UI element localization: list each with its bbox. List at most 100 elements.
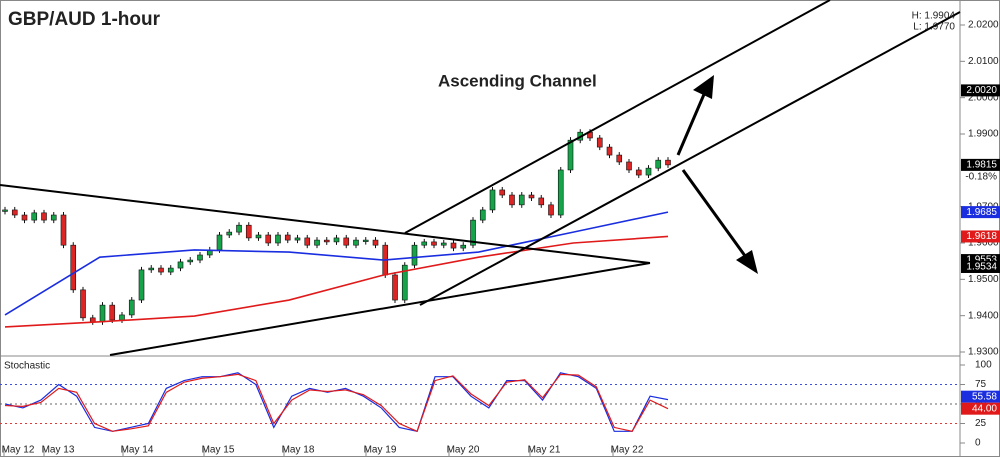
- candle: [460, 244, 467, 249]
- candle: [353, 239, 359, 246]
- candle: [518, 194, 525, 206]
- candle: [645, 167, 652, 176]
- y-tick-label: 1.9300: [968, 347, 999, 358]
- candle: [665, 159, 671, 166]
- candle: [528, 194, 535, 199]
- annotation: Ascending Channel: [438, 71, 597, 90]
- candle: [294, 237, 301, 241]
- price-tag-label: 1.9685: [966, 207, 997, 218]
- price-tag: [961, 230, 1000, 243]
- x-tick-label: May 14: [121, 445, 154, 456]
- price-tag: [961, 206, 1000, 219]
- x-tick-label: May 12: [2, 445, 35, 456]
- candle: [567, 139, 574, 171]
- candle: [197, 254, 203, 261]
- y-tick-label: 2.0000: [968, 92, 999, 103]
- candle: [596, 137, 603, 148]
- candle: [275, 234, 281, 244]
- arrow-down-head: [736, 250, 758, 274]
- candle: [216, 234, 223, 251]
- price-tag: [961, 260, 1000, 273]
- candle: [538, 197, 545, 206]
- candle: [411, 244, 418, 266]
- plot: [0, 129, 960, 433]
- price-tag-label: 2.0020: [966, 85, 997, 96]
- y-tick-label: 75: [975, 379, 987, 390]
- y-tick-label: 1.9500: [968, 274, 999, 285]
- x-tick-label: May 20: [447, 445, 480, 456]
- candle: [626, 161, 632, 171]
- price-tag-label: 1.9553: [966, 255, 997, 266]
- candle: [60, 214, 67, 246]
- moving-average: [4, 211, 669, 316]
- candle: [138, 269, 145, 301]
- candle: [119, 314, 125, 321]
- candle: [431, 241, 437, 246]
- candle: [255, 234, 262, 239]
- candle: [158, 267, 164, 273]
- value-tag: [961, 402, 1000, 415]
- x-tick-label: May 18: [282, 445, 315, 456]
- value-tag-label: 55.58: [972, 391, 997, 402]
- candle: [314, 239, 320, 246]
- price-tag-label: 1.9618: [966, 231, 997, 242]
- candle: [128, 299, 135, 316]
- candle: [392, 274, 398, 301]
- candle: [333, 237, 340, 243]
- candle: [499, 189, 506, 196]
- price-tag: [961, 84, 1000, 97]
- candle: [245, 224, 252, 239]
- candle: [343, 237, 350, 246]
- candle: [450, 242, 457, 249]
- price-tag-label: 1.9815: [966, 160, 997, 171]
- candle: [70, 244, 77, 291]
- candle: [177, 261, 184, 269]
- panel-title: Stochastic: [4, 361, 50, 372]
- candle: [489, 189, 496, 211]
- candle: [265, 234, 272, 244]
- y-tick-label: 1.9600: [968, 238, 999, 249]
- trendlines: [0, 0, 961, 356]
- candle: [421, 241, 428, 246]
- candle: [304, 237, 311, 246]
- high-label: H: 1.9904: [912, 11, 956, 22]
- candle: [187, 259, 194, 263]
- channel-lower: [419, 11, 961, 306]
- candle: [401, 264, 408, 301]
- candle: [479, 209, 486, 221]
- candle: [323, 239, 330, 243]
- x-tick-label: May 13: [42, 445, 75, 456]
- channel-upper: [404, 0, 831, 234]
- candle: [109, 304, 116, 321]
- triangle-upper: [0, 184, 651, 264]
- price-tag-label: 1.9534: [966, 262, 997, 273]
- candle: [284, 234, 291, 241]
- candle: [655, 159, 662, 169]
- candle: [557, 169, 564, 216]
- candle: [41, 212, 47, 221]
- candle: [50, 214, 57, 221]
- candle: [89, 317, 96, 323]
- candle: [635, 169, 642, 176]
- candle: [362, 239, 369, 242]
- triangle-lower: [109, 262, 651, 356]
- candle: [548, 204, 554, 216]
- x-tick-label: May 19: [364, 445, 397, 456]
- y-tick-label: 25: [975, 418, 987, 429]
- y-tick-label: 0: [975, 438, 981, 449]
- moving-average: [4, 235, 669, 328]
- x-tick-label: May 21: [528, 445, 561, 456]
- arrow-down: [681, 169, 750, 261]
- y-tick-label: 1.9900: [968, 129, 999, 140]
- candle: [509, 194, 515, 206]
- value-tag-label: 44.00: [972, 403, 997, 414]
- candle: [99, 304, 106, 323]
- stochastic-line: [4, 373, 669, 433]
- price-tag: [961, 158, 1000, 171]
- arrow-up: [676, 91, 707, 156]
- low-label: L: 1.9770: [913, 22, 955, 33]
- chart-title: GBP/AUD 1-hour: [8, 9, 161, 30]
- candle: [236, 224, 242, 233]
